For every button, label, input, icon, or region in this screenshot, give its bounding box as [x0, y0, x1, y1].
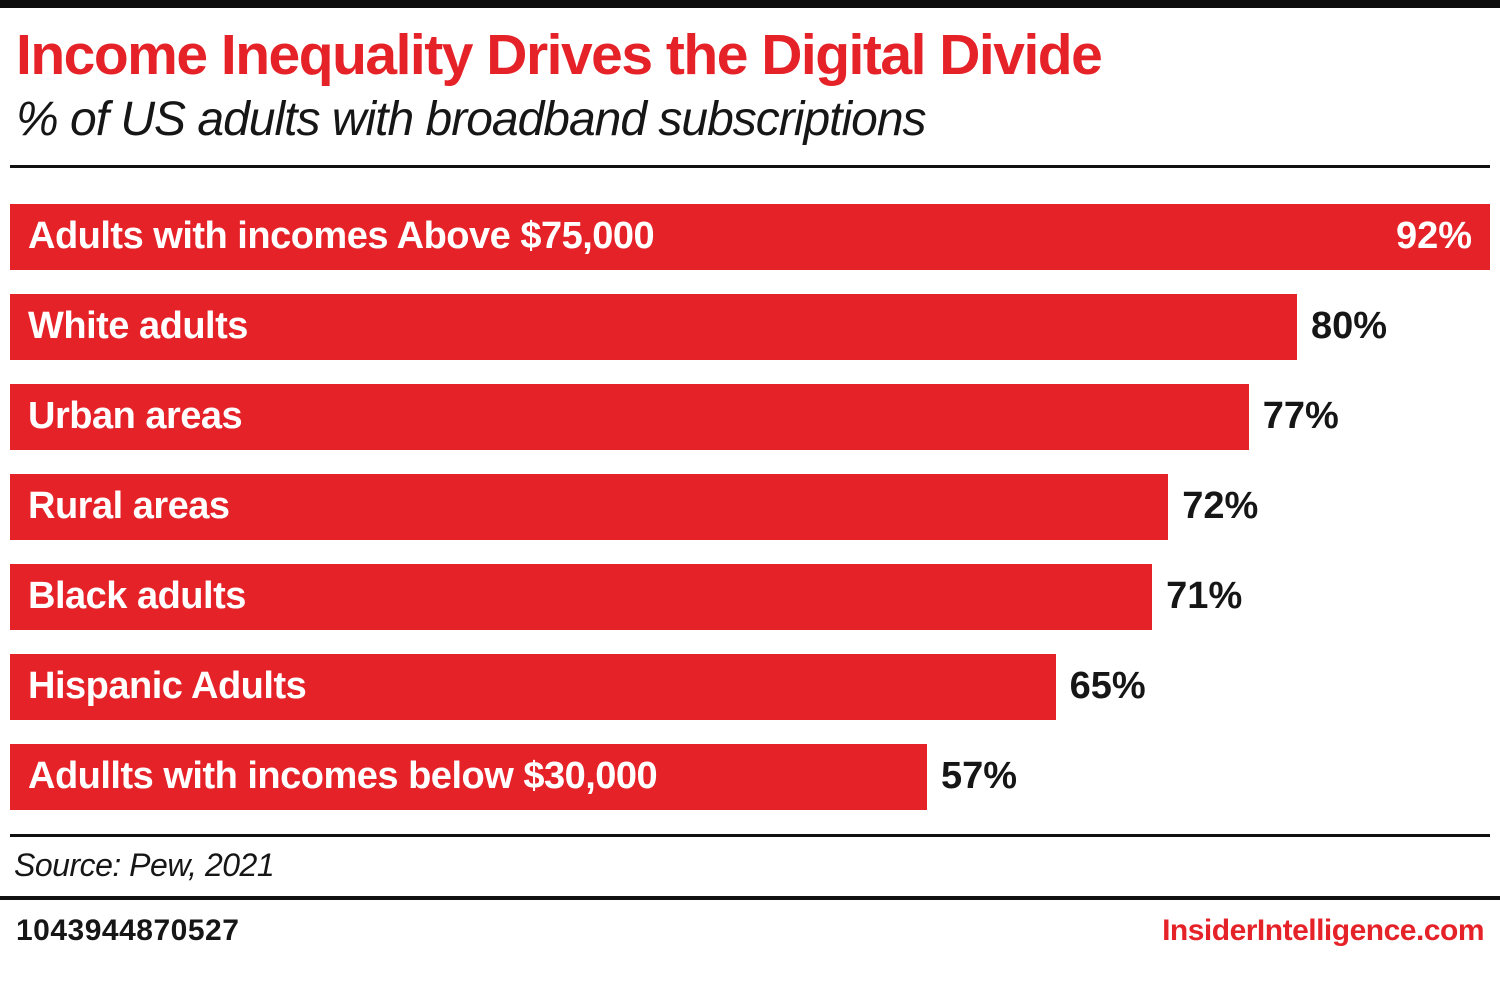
bar-row: Urban areas 77% — [10, 383, 1490, 450]
bar: Urban areas — [10, 383, 1249, 450]
header-divider — [10, 164, 1490, 168]
bar-row: Adults with incomes Above $75,000 92% — [10, 203, 1490, 270]
bar-row: Rural areas 72% — [10, 473, 1490, 540]
bar-chart: Adults with incomes Above $75,000 92% Whit… — [0, 168, 1500, 810]
bar-value: 92% — [1395, 215, 1472, 258]
bar-value: 57% — [940, 755, 1018, 798]
bar-label: Black adults — [28, 575, 246, 618]
bar-value: 71% — [1166, 575, 1243, 618]
bar: Hispanic Adults — [10, 653, 1056, 720]
bar-label: Urban areas — [28, 395, 243, 438]
bar-row: Black adults 71% — [10, 563, 1490, 630]
bar: White adults — [10, 293, 1297, 360]
source-note: Source: Pew, 2021 — [14, 846, 275, 883]
bar-label: Rural areas — [28, 485, 230, 528]
brand-site-label: InsiderIntelligence.com — [1162, 913, 1484, 947]
bar-value: 65% — [1069, 665, 1146, 708]
chart-id: 1043944870527 — [16, 913, 240, 947]
bar-value: 72% — [1182, 485, 1259, 528]
bar-value: 77% — [1262, 395, 1339, 438]
bar: Adults with incomes Above $75,000 92% — [10, 203, 1490, 270]
bar-label: Hispanic Adults — [28, 665, 307, 708]
chart-header: Income Inequality Drives the Digital Div… — [0, 8, 1500, 147]
bar-row: White adults 80% — [10, 293, 1490, 360]
footer-divider — [0, 895, 1500, 900]
chart-title: Income Inequality Drives the Digital Div… — [16, 23, 1103, 87]
bar-row: Hispanic Adults 65% — [10, 653, 1490, 720]
chart-subtitle: % of US adults with broadband subscripti… — [16, 92, 927, 146]
bar-label: Adults with incomes Above $75,000 — [28, 215, 655, 258]
bar: Adullts with incomes below $30,000 — [10, 743, 927, 810]
footer: 1043944870527 InsiderIntelligence.com — [0, 900, 1500, 948]
bar-row: Adullts with incomes below $30,000 57% — [10, 743, 1490, 810]
bar: Black adults — [10, 563, 1153, 630]
bar-value: 80% — [1310, 305, 1388, 348]
source-divider — [10, 833, 1490, 837]
bar: Rural areas — [10, 473, 1169, 540]
bar-label: Adullts with incomes below $30,000 — [28, 755, 658, 798]
bar-label: White adults — [28, 305, 248, 348]
